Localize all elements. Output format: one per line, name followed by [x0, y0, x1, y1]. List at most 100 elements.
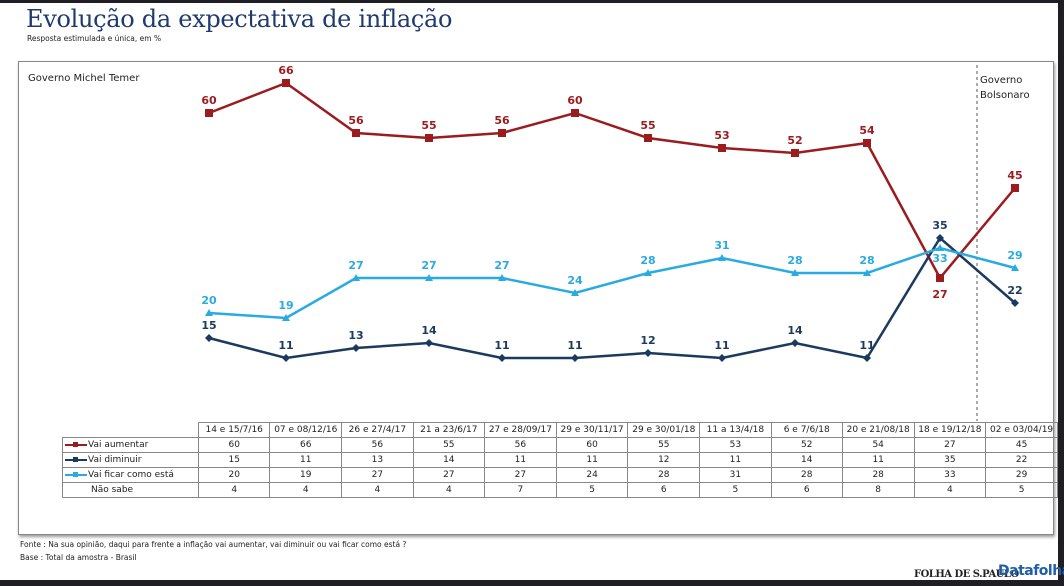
- table-cell: 11: [269, 452, 343, 468]
- data-point: [571, 354, 579, 362]
- data-label: 52: [787, 134, 802, 147]
- footer-base: Base : Total da amostra - Brasil: [20, 553, 137, 562]
- table-row: Não sabe 4 4 4 4 7 5 6 5 6 8 4 5: [62, 482, 1058, 498]
- line-chart: 60 66 56 55 56 60 55 53 52 54 27 45 15 11 13 14 11 11 12 11…: [201, 64, 1023, 421]
- table-cell: 31: [699, 467, 772, 483]
- data-label: 54: [859, 124, 875, 137]
- table-cell: 53: [699, 437, 772, 453]
- table-cell: 28: [627, 467, 701, 483]
- table-column-header: 11 a 13/4/18: [699, 422, 772, 438]
- table-cell: 14: [770, 452, 843, 468]
- data-point: [936, 244, 944, 251]
- data-point: [571, 109, 579, 117]
- data-label: 29: [1007, 249, 1022, 262]
- subtitle: Resposta estimulada e única, em %: [27, 34, 162, 43]
- data-point: [205, 309, 213, 316]
- table-cell: 11: [484, 452, 557, 468]
- table-cell: 56: [484, 437, 557, 453]
- series-line-0: [208, 81, 1016, 281]
- table-column-header: 14 e 15/7/16: [197, 422, 271, 438]
- table-cell: 5: [985, 482, 1058, 498]
- folha-logo: FOLHA DE S.PAULO: [914, 569, 1019, 580]
- data-point: [863, 354, 871, 362]
- data-point: [863, 139, 871, 147]
- table-cell: 56: [341, 437, 414, 453]
- data-point: [498, 354, 506, 362]
- data-label: 27: [932, 288, 947, 301]
- data-point: [936, 234, 944, 242]
- data-point: [352, 274, 360, 281]
- data-label: 11: [714, 339, 729, 352]
- data-label: 66: [278, 64, 294, 77]
- government-label-temer: Governo Michel Temer: [28, 73, 140, 84]
- table-cell: 29: [985, 467, 1058, 483]
- data-label: 11: [567, 339, 582, 352]
- data-label: 60: [567, 94, 583, 107]
- table-row-label: Não sabe: [62, 482, 199, 498]
- table-cell: 54: [841, 437, 915, 453]
- table-cell: 45: [985, 437, 1058, 453]
- data-label: 20: [201, 294, 217, 307]
- data-point: [718, 354, 726, 362]
- data-point: [863, 269, 871, 276]
- table-row: Vai aumentar 60 66 56 55 56 60 55 53 52 54 27 45: [62, 437, 1058, 453]
- data-label: 56: [348, 114, 364, 127]
- data-label: 11: [859, 339, 874, 352]
- data-label: 19: [278, 299, 293, 312]
- table-cell: 13: [341, 452, 414, 468]
- data-point: [644, 349, 652, 357]
- data-point: [282, 79, 290, 87]
- data-point: [282, 354, 290, 362]
- table-cell: 27: [341, 467, 414, 483]
- table-cell: 27: [484, 467, 557, 483]
- data-label: 14: [421, 324, 437, 337]
- table-row: Vai ficar como está 20 19 27 27 27 24 28 31 28 28 3…: [62, 467, 1058, 483]
- footer-source: Fonte : Na sua opinião, daqui para frent…: [20, 540, 407, 549]
- data-label: 24: [567, 274, 583, 287]
- data-point: [718, 254, 726, 261]
- data-label: 11: [494, 339, 509, 352]
- data-point: [352, 129, 360, 137]
- data-point: [498, 274, 506, 281]
- table-cell: 60: [197, 437, 271, 453]
- data-label: 13: [348, 329, 363, 342]
- data-label: 15: [201, 319, 216, 332]
- data-label: 35: [932, 219, 947, 232]
- data-point: [282, 314, 290, 321]
- table-column-header: 07 e 08/12/16: [269, 422, 343, 438]
- table-cell: 28: [841, 467, 915, 483]
- table-cell: 4: [197, 482, 271, 498]
- data-point: [425, 134, 433, 142]
- data-label: 31: [714, 239, 729, 252]
- table-row-label: Vai aumentar: [62, 437, 199, 453]
- series-line-2: [208, 246, 1016, 320]
- table-row-label: Vai diminuir: [62, 452, 199, 468]
- data-label: 45: [1007, 169, 1022, 182]
- data-point: [352, 344, 360, 352]
- table-cell: 33: [913, 467, 987, 483]
- table-cell: 55: [627, 437, 701, 453]
- table-cell: 15: [197, 452, 271, 468]
- data-point: [1011, 299, 1019, 307]
- data-table: 14 e 15/7/16 07 e 08/12/16 26 e 27/4/17 21 …: [62, 422, 1058, 498]
- data-label: 28: [787, 254, 802, 267]
- table-cell: 6: [627, 482, 701, 498]
- table-column-header: 18 e 19/12/18: [913, 422, 987, 438]
- table-column-header: 26 e 27/4/17: [341, 422, 414, 438]
- table-cell: 4: [341, 482, 414, 498]
- data-label: 28: [859, 254, 874, 267]
- table-cell: 52: [770, 437, 843, 453]
- data-point: [791, 149, 799, 157]
- data-label: 53: [714, 129, 729, 142]
- table-column-header: 20 e 21/08/18: [841, 422, 915, 438]
- legend-swatch-icon: [65, 471, 87, 477]
- table-cell: 5: [699, 482, 772, 498]
- table-cell: 6: [770, 482, 843, 498]
- table-cell: 12: [627, 452, 701, 468]
- data-point: [1011, 184, 1019, 192]
- data-point: [644, 269, 652, 276]
- table-cell: 4: [913, 482, 987, 498]
- series-line-1: [208, 236, 1016, 360]
- data-point: [644, 134, 652, 142]
- table-cell: 66: [269, 437, 343, 453]
